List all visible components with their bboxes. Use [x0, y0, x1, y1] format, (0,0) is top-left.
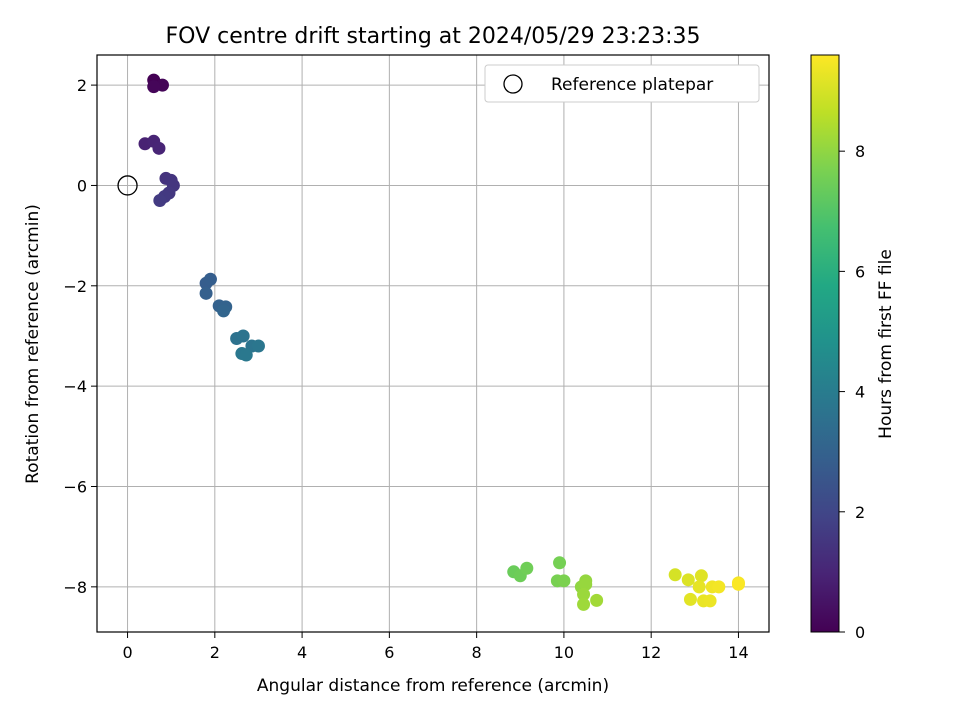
data-point: [590, 593, 604, 607]
data-point: [199, 286, 213, 300]
data-point: [236, 329, 250, 343]
x-tick-label: 14: [728, 643, 748, 662]
x-axis-ticks: 0 2 4 6 8 10 12 14: [122, 632, 749, 662]
colorbar-tick-label: 2: [855, 503, 865, 522]
colorbar-label: Hours from first FF file: [876, 249, 896, 439]
colorbar-tick-label: 0: [855, 623, 865, 642]
data-point: [579, 577, 593, 591]
x-tick-label: 10: [554, 643, 574, 662]
data-point: [152, 141, 166, 155]
y-tick-label: −4: [63, 377, 87, 396]
x-tick-label: 8: [472, 643, 482, 662]
x-tick-label: 6: [384, 643, 394, 662]
data-point: [153, 194, 167, 208]
data-point: [703, 594, 717, 608]
data-point: [577, 587, 591, 601]
data-point: [577, 597, 591, 611]
data-point: [217, 304, 231, 318]
data-point: [520, 561, 534, 575]
data-point: [553, 556, 567, 570]
chart-title: FOV centre drift starting at 2024/05/29 …: [166, 24, 701, 49]
data-point: [683, 592, 697, 606]
y-tick-label: 2: [77, 76, 87, 95]
colorbar-gradient: [810, 54, 840, 633]
data-point: [147, 80, 161, 94]
colorbar-tick-label: 8: [855, 142, 865, 161]
y-axis-label: Rotation from reference (arcmin): [23, 204, 43, 484]
y-tick-label: −6: [63, 477, 87, 496]
colorbar: 0 2 4 6 8 Hours from first FF file: [810, 54, 896, 642]
x-tick-label: 2: [210, 643, 220, 662]
plot-frame: [96, 54, 770, 633]
data-point: [251, 339, 265, 353]
x-tick-label: 12: [641, 643, 661, 662]
data-point: [557, 574, 571, 588]
legend-label: Reference platepar: [551, 75, 713, 95]
y-tick-label: 0: [77, 176, 87, 195]
data-point: [681, 573, 695, 587]
data-point: [203, 272, 217, 286]
reference-marker: [117, 175, 138, 196]
legend-box: [484, 64, 760, 103]
grid-lines: [97, 55, 769, 632]
data-point: [239, 348, 253, 362]
colorbar-tick-label: 6: [855, 262, 865, 281]
legend: Reference platepar: [484, 64, 760, 103]
data-points: [138, 73, 745, 611]
y-tick-label: −8: [63, 578, 87, 597]
y-tick-label: −2: [63, 277, 87, 296]
x-tick-label: 0: [122, 643, 132, 662]
data-point: [692, 580, 706, 594]
reference-platepar-marker: [117, 175, 138, 196]
legend-marker: [503, 74, 523, 94]
x-tick-label: 4: [297, 643, 307, 662]
colorbar-tick-label: 4: [855, 383, 865, 402]
y-axis-ticks: −8 −6 −4 −2 0 2: [63, 76, 97, 597]
data-point: [694, 569, 708, 583]
data-point: [712, 580, 726, 594]
colorbar-ticks: 0 2 4 6 8: [839, 142, 865, 642]
x-axis-label: Angular distance from reference (arcmin): [257, 676, 609, 696]
data-point: [668, 568, 682, 582]
data-point: [731, 577, 745, 591]
